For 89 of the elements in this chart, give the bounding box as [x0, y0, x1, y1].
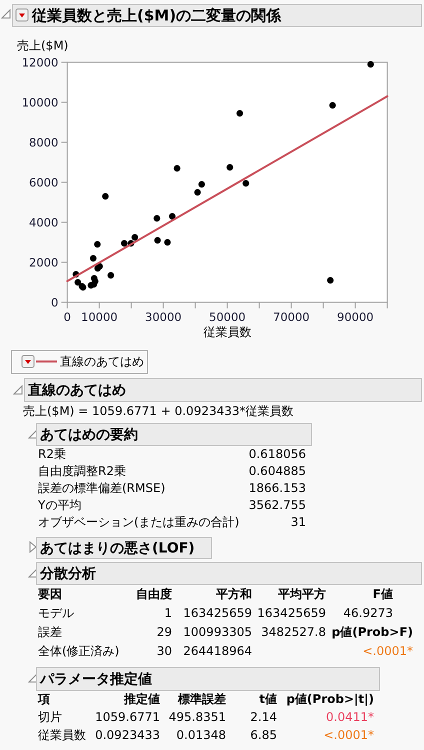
- x-tick-label: 0: [64, 310, 71, 324]
- text: 0.0411*: [326, 710, 374, 724]
- point: [90, 255, 97, 262]
- text: R2乗: [38, 447, 66, 461]
- text: 項: [37, 692, 50, 706]
- y-tick-label: 12000: [22, 55, 58, 70]
- text: 1059.6771: [95, 710, 160, 724]
- point: [154, 237, 161, 244]
- text: 売上($M) = 1059.6771 + 0.0923433*従業員数: [23, 404, 294, 418]
- point: [120, 240, 128, 247]
- point: [108, 272, 114, 279]
- text: 3482527.8: [261, 625, 326, 639]
- text: 3562.755: [248, 498, 306, 512]
- text: 誤差: [38, 625, 62, 639]
- text: 誤差の標準偏差(RMSE): [38, 481, 166, 495]
- text: F値: [372, 587, 393, 601]
- text: 直線のあてはめ: [27, 382, 126, 398]
- text: 分散分析: [39, 566, 96, 582]
- x-tick-label: 30000: [145, 310, 182, 324]
- point: [242, 180, 250, 187]
- legend-label: 直線のあてはめ: [60, 354, 144, 368]
- y-tick-label: 4000: [29, 215, 58, 230]
- text: <.0001*: [362, 644, 413, 658]
- text: 自由度調整R2乗: [38, 464, 126, 478]
- text: 6.85: [250, 728, 277, 742]
- legend: 直線のあてはめ: [11, 350, 148, 374]
- text: 100993305: [183, 625, 252, 639]
- point: [236, 110, 244, 117]
- text: 従業員数: [38, 728, 86, 742]
- text: 31: [290, 515, 306, 529]
- x-axis-title: 従業員数: [203, 325, 252, 339]
- text: p値(Prob>F): [332, 625, 413, 639]
- text: パラメータ推定値: [39, 670, 152, 688]
- x-tick-label: 50000: [209, 310, 246, 324]
- point: [168, 213, 176, 220]
- text: あてはまりの悪さ(LOF): [40, 540, 195, 556]
- point: [194, 189, 201, 196]
- point: [226, 164, 234, 171]
- text: p値(Prob>|t|): [286, 692, 374, 706]
- point: [94, 241, 101, 248]
- y-tick-label: 6000: [29, 175, 58, 190]
- x-tick-label: 90000: [337, 310, 374, 324]
- text: 2.14: [250, 710, 277, 724]
- text: 全体(修正済み): [38, 644, 120, 658]
- point: [327, 277, 334, 284]
- text: <.0001*: [324, 728, 374, 742]
- text: 163425659: [257, 606, 326, 620]
- text: 264418964: [183, 644, 252, 658]
- point: [92, 278, 98, 285]
- point: [329, 102, 336, 109]
- y-tick-label: 10000: [22, 95, 58, 110]
- y-tick-label: 8000: [29, 135, 58, 150]
- point: [367, 61, 374, 68]
- text: 29: [156, 625, 172, 639]
- text: 1: [164, 606, 172, 620]
- text: 自由度: [136, 587, 172, 601]
- point: [164, 239, 171, 246]
- x-tick-label: 70000: [273, 310, 310, 324]
- point: [102, 193, 109, 200]
- point: [174, 165, 180, 172]
- text: 30: [156, 644, 172, 658]
- point: [154, 215, 160, 222]
- point: [198, 181, 205, 188]
- text: モデル: [38, 606, 74, 620]
- text: 切片: [38, 710, 62, 724]
- text: 推定値: [123, 692, 160, 706]
- text: 0.01348: [176, 728, 226, 742]
- text: 163425659: [183, 606, 252, 620]
- text: あてはめの要約: [40, 427, 138, 443]
- y-tick-label: 0: [50, 295, 58, 310]
- text: Yの平均: [37, 498, 82, 512]
- text: 標準誤差: [177, 692, 226, 706]
- point: [132, 234, 138, 241]
- text: 要因: [37, 587, 62, 601]
- y-tick-label: 2000: [29, 255, 58, 270]
- y-axis-title: 売上($M): [17, 38, 68, 52]
- text: 46.9273: [343, 606, 393, 620]
- x-tick-label: 10000: [81, 310, 118, 324]
- text: 0.0923433: [95, 728, 160, 742]
- text: 0.604885: [248, 464, 306, 478]
- text: オブザベーション(または重みの合計): [38, 515, 240, 529]
- point: [74, 279, 82, 286]
- text: 495.8351: [168, 710, 226, 724]
- text: 平方和: [215, 587, 252, 601]
- text: t値: [259, 692, 277, 706]
- title: 従業員数と売上($M)の二変量の関係: [32, 6, 282, 24]
- text: 1866.153: [248, 481, 306, 495]
- text: 0.618056: [248, 447, 306, 461]
- text: 平均平方: [277, 587, 326, 601]
